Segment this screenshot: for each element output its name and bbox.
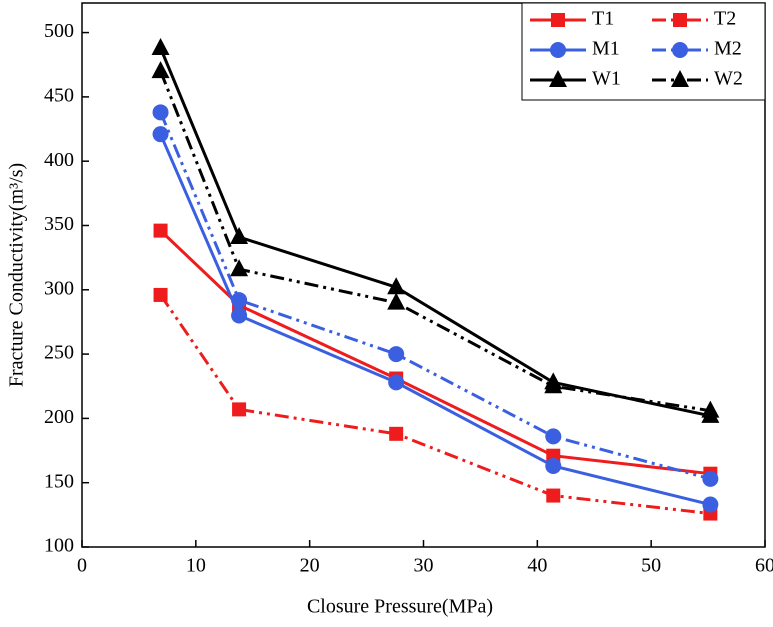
- data-point: [702, 470, 719, 487]
- y-tick-label: 450: [44, 84, 74, 106]
- x-tick-label: 20: [300, 555, 320, 577]
- data-point: [231, 292, 248, 309]
- data-point: [545, 457, 562, 474]
- x-tick-label: 30: [414, 555, 434, 577]
- data-point: [387, 292, 406, 310]
- legend-label: T1: [592, 8, 614, 30]
- legend-marker: [549, 70, 567, 87]
- series-line: [159, 70, 711, 413]
- data-point: [545, 428, 562, 445]
- legend-marker: [672, 42, 688, 58]
- data-point: [546, 488, 561, 503]
- data-point: [153, 223, 168, 238]
- legend-label: T2: [714, 8, 736, 30]
- y-tick-label: 100: [44, 535, 74, 557]
- y-tick-label: 150: [44, 470, 74, 492]
- legend-marker: [673, 13, 687, 27]
- legend-label: M2: [714, 38, 742, 60]
- data-point: [153, 287, 168, 302]
- legend-marker: [550, 42, 566, 58]
- data-point: [389, 426, 404, 441]
- data-point: [231, 307, 248, 324]
- x-tick-label: 40: [527, 555, 547, 577]
- x-tick-label: 10: [186, 555, 206, 577]
- data-point: [152, 126, 169, 143]
- legend-marker: [671, 70, 689, 87]
- x-tick-label: 60: [755, 555, 773, 577]
- data-point: [387, 277, 406, 295]
- y-tick-label: 300: [44, 277, 74, 299]
- y-tick-label: 250: [44, 342, 74, 364]
- data-point: [702, 496, 719, 513]
- series-line: [159, 294, 711, 516]
- y-tick-label: 200: [44, 406, 74, 428]
- data-point: [388, 374, 405, 391]
- x-axis-label: Closure Pressure(MPa): [307, 596, 493, 618]
- data-point: [232, 402, 247, 417]
- data-point: [701, 400, 720, 418]
- legend-label: W1: [592, 68, 621, 90]
- y-tick-label: 350: [44, 213, 74, 235]
- y-axis-label: Fracture Conductivity(m³/s): [6, 163, 28, 387]
- data-point: [544, 376, 563, 394]
- y-tick-label: 400: [44, 149, 74, 171]
- data-point: [152, 104, 169, 121]
- x-tick-label: 0: [77, 555, 87, 577]
- data-point: [230, 259, 249, 277]
- legend-label: M1: [592, 38, 620, 60]
- data-point: [388, 346, 405, 363]
- legend-label: W2: [714, 68, 743, 90]
- series-line: [159, 47, 711, 418]
- legend-marker: [551, 13, 565, 27]
- data-point: [230, 227, 249, 245]
- data-point: [151, 38, 170, 56]
- y-tick-label: 500: [44, 20, 74, 42]
- x-tick-label: 50: [641, 555, 661, 577]
- data-point: [151, 61, 170, 79]
